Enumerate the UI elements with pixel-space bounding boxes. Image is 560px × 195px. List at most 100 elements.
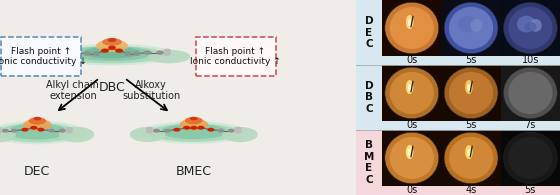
Text: 10s: 10s — [522, 55, 539, 66]
FancyBboxPatch shape — [195, 37, 276, 76]
Ellipse shape — [458, 16, 477, 32]
Ellipse shape — [102, 38, 122, 46]
Circle shape — [449, 72, 493, 114]
Ellipse shape — [185, 117, 203, 124]
Ellipse shape — [34, 117, 41, 120]
Circle shape — [66, 127, 73, 131]
Bar — [382, 65, 441, 121]
Circle shape — [163, 49, 171, 53]
Bar — [501, 0, 560, 56]
Circle shape — [48, 129, 55, 133]
Circle shape — [173, 128, 180, 132]
Ellipse shape — [467, 84, 471, 92]
Bar — [441, 130, 501, 186]
Circle shape — [0, 127, 2, 131]
Ellipse shape — [470, 19, 483, 32]
Circle shape — [146, 130, 153, 134]
Circle shape — [444, 132, 498, 184]
Text: 5s: 5s — [465, 55, 477, 66]
Ellipse shape — [108, 38, 116, 42]
Circle shape — [92, 51, 100, 56]
Text: D
E
C: D E C — [365, 16, 373, 49]
Ellipse shape — [7, 124, 68, 140]
Text: 0s: 0s — [406, 185, 417, 195]
Ellipse shape — [524, 21, 536, 32]
Circle shape — [456, 144, 486, 172]
Ellipse shape — [148, 50, 190, 63]
Circle shape — [124, 51, 132, 56]
Circle shape — [449, 137, 493, 179]
Ellipse shape — [29, 117, 46, 125]
Text: BMEC: BMEC — [176, 165, 212, 178]
Circle shape — [217, 129, 224, 133]
Circle shape — [156, 51, 164, 55]
Circle shape — [53, 49, 61, 53]
Circle shape — [38, 128, 44, 132]
Text: DBC: DBC — [99, 81, 125, 94]
Circle shape — [66, 130, 73, 134]
Text: 0s: 0s — [406, 55, 417, 66]
Text: 0s: 0s — [406, 121, 417, 130]
FancyBboxPatch shape — [1, 37, 81, 76]
Circle shape — [449, 7, 493, 49]
Text: 4s: 4s — [465, 185, 477, 195]
Circle shape — [133, 51, 141, 56]
Circle shape — [30, 126, 38, 130]
Circle shape — [2, 129, 9, 133]
Circle shape — [397, 79, 427, 107]
Circle shape — [164, 129, 171, 133]
Ellipse shape — [59, 46, 165, 63]
Ellipse shape — [190, 117, 198, 120]
Ellipse shape — [406, 80, 413, 94]
Circle shape — [163, 51, 171, 56]
Bar — [501, 130, 560, 186]
Ellipse shape — [467, 149, 471, 157]
Ellipse shape — [59, 127, 94, 142]
Ellipse shape — [0, 127, 16, 142]
Ellipse shape — [130, 127, 165, 142]
Bar — [382, 0, 441, 56]
Text: 5s: 5s — [525, 185, 536, 195]
Ellipse shape — [465, 145, 473, 159]
Bar — [356, 0, 560, 65]
Circle shape — [390, 72, 434, 114]
Circle shape — [385, 2, 439, 54]
Circle shape — [508, 7, 553, 49]
Circle shape — [53, 51, 61, 56]
Ellipse shape — [408, 84, 412, 92]
Circle shape — [11, 129, 18, 133]
Circle shape — [508, 72, 553, 114]
Circle shape — [235, 130, 242, 134]
Text: D
B
C: D B C — [365, 81, 373, 114]
Circle shape — [503, 2, 557, 54]
Text: B
M
E
C: B M E C — [363, 140, 374, 185]
Ellipse shape — [180, 118, 208, 130]
Circle shape — [397, 144, 427, 172]
Circle shape — [227, 129, 235, 133]
Circle shape — [146, 127, 153, 131]
Circle shape — [59, 129, 66, 133]
Circle shape — [153, 129, 160, 133]
Text: Alkoxy
substitution: Alkoxy substitution — [122, 80, 180, 101]
Ellipse shape — [406, 15, 413, 29]
Text: DEC: DEC — [24, 165, 50, 178]
Text: 5s: 5s — [465, 121, 477, 130]
Circle shape — [397, 14, 427, 42]
Circle shape — [73, 51, 81, 55]
Bar — [501, 65, 560, 121]
Ellipse shape — [517, 16, 536, 32]
Circle shape — [115, 49, 123, 53]
Circle shape — [385, 67, 439, 119]
Circle shape — [385, 132, 439, 184]
Circle shape — [503, 132, 557, 184]
Ellipse shape — [0, 121, 85, 144]
Circle shape — [207, 128, 214, 132]
Circle shape — [190, 126, 197, 130]
Circle shape — [390, 7, 434, 49]
Ellipse shape — [34, 50, 77, 63]
Ellipse shape — [71, 46, 153, 61]
Circle shape — [101, 49, 109, 53]
Ellipse shape — [530, 19, 542, 32]
Text: 7s: 7s — [525, 121, 536, 130]
Bar — [441, 0, 501, 56]
